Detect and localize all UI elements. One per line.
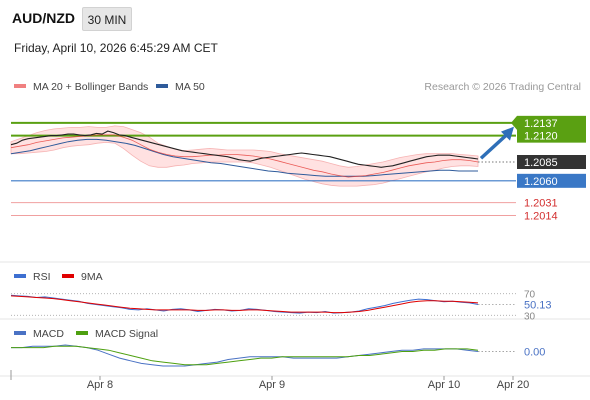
macd-value-label: 0.00 [524,347,545,359]
rsi-level-label: 30 [524,311,536,322]
legend-label: MA 20 + Bollinger Bands [33,81,148,93]
pair-title: AUD/NZD [12,10,75,26]
rsi-ma-line [10,295,479,314]
macd-signal-line [11,345,479,366]
macd-legend-label: MACD [33,328,64,340]
legend-swatch [156,84,168,88]
resistance-label: 1.2137 [524,118,558,130]
forecast-arrow [479,131,511,160]
x-tick-label: Apr 20 [497,379,529,391]
support-box [517,173,586,188]
legend-label: MA 50 [175,81,205,93]
x-tick-label: Apr 9 [259,379,285,391]
target-label: 1.2031 [524,198,558,210]
datetime-label: Friday, April 10, 2026 6:45:29 AM CET [14,41,218,55]
macd-legend-swatch [14,331,26,335]
legend-swatch [14,84,26,88]
current-price-box [517,155,586,169]
timeframe-button[interactable]: 30 MIN [82,7,132,31]
rsi-legend-swatch [62,274,74,278]
macd-line [11,344,479,367]
rsi-value-label: 50.13 [524,300,552,312]
current-price-label: 1.2085 [524,157,558,169]
rsi-legend-swatch [14,274,26,278]
credit-label: Research © 2026 Trading Central [424,81,581,93]
resistance-label: 1.2120 [524,131,558,143]
target-label: 1.2014 [524,210,558,222]
forecast-arrow-head [501,126,514,141]
rsi-legend-label: 9MA [81,271,103,283]
rsi-legend-label: RSI [33,271,51,283]
resistance-pointer [511,115,517,130]
macd-legend-swatch [76,331,88,335]
macd-legend-label: MACD Signal [95,328,158,340]
ma50-line [10,138,478,177]
x-tick-label: Apr 8 [87,379,113,391]
rsi-level-label: 70 [524,290,536,301]
x-tick-label: Apr 10 [428,379,460,391]
price-line [10,130,479,168]
support-label: 1.2060 [524,176,558,188]
resistance-box [517,115,586,143]
